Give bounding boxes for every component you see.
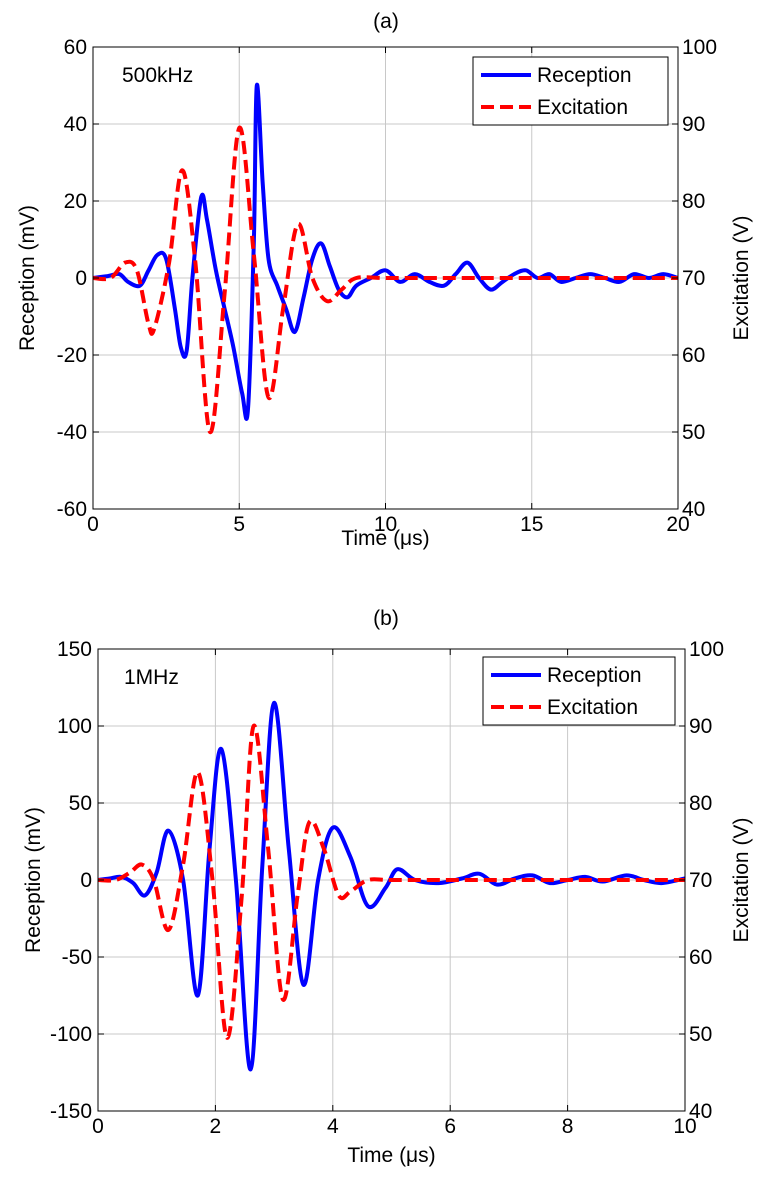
x-ticks: 0 5 10 15 20: [87, 47, 690, 536]
y2-tick-label: 40: [682, 498, 705, 521]
x-tick-label: 0: [87, 513, 99, 536]
legend: Reception Excitation: [482, 656, 676, 726]
x-tick-label: 5: [233, 513, 245, 536]
y2-tick-label: 70: [689, 869, 712, 892]
y-tick-label: -150: [50, 1100, 92, 1123]
x-tick-label: 0: [92, 1115, 104, 1138]
x-tick-label: 15: [520, 513, 543, 536]
y2-tick-label: 60: [682, 344, 705, 367]
y-axis-label: Reception (mV): [16, 205, 39, 351]
y2-tick-label: 100: [682, 36, 717, 59]
legend-box: [472, 56, 669, 126]
chart-panel-b: (b) 0 2 4 6 8 10 -150 -100 -50 0 50 100 150 40 50 60 7…: [22, 607, 753, 1167]
series-lines: [97, 700, 686, 1072]
y-tick-label: 150: [57, 638, 92, 661]
y2-ticks: 40 50 60 70 80 90 100: [672, 36, 717, 521]
y-tick-label: -60: [57, 498, 87, 521]
series-line-reception: [97, 700, 686, 1072]
y2-axis-label: Excitation (V): [730, 818, 753, 943]
y2-tick-label: 70: [682, 267, 705, 290]
y-ticks: -60 -40 -20 0 20 40 60: [57, 36, 99, 521]
chart-title: (a): [373, 10, 399, 33]
series-lines: [92, 82, 679, 435]
x-tick-label: 10: [673, 1115, 696, 1138]
x-axis-label: Time (μs): [341, 527, 429, 550]
x-tick-label: 4: [327, 1115, 339, 1138]
y-tick-label: -40: [57, 421, 87, 444]
legend-label-excitation: Excitation: [547, 696, 638, 719]
y2-tick-label: 50: [682, 421, 705, 444]
y-tick-label: -100: [50, 1023, 92, 1046]
y-tick-label: -20: [57, 344, 87, 367]
y2-axis-label: Excitation (V): [730, 216, 753, 341]
x-tick-label: 10: [374, 513, 397, 536]
series-line-excitation: [92, 125, 678, 435]
x-tick-label: 2: [210, 1115, 222, 1138]
y-tick-label: 40: [64, 113, 87, 136]
y-tick-label: 60: [64, 36, 87, 59]
x-tick-label: 6: [444, 1115, 456, 1138]
x-tick-label: 8: [562, 1115, 574, 1138]
legend-label-reception: Reception: [547, 664, 642, 687]
y-tick-label: 0: [80, 869, 92, 892]
y2-ticks: 40 50 60 70 80 90 100: [679, 638, 724, 1123]
frequency-annotation: 1MHz: [124, 666, 179, 689]
y2-tick-label: 80: [689, 792, 712, 815]
y-tick-label: -50: [62, 946, 92, 969]
y2-tick-label: 90: [682, 113, 705, 136]
y-tick-label: 0: [75, 267, 87, 290]
y2-tick-label: 40: [689, 1100, 712, 1123]
y-tick-label: 50: [69, 792, 92, 815]
y2-tick-label: 60: [689, 946, 712, 969]
y-axis-label: Reception (mV): [22, 807, 45, 953]
x-ticks: 0 2 4 6 8 10: [92, 649, 697, 1138]
legend-box: [482, 656, 676, 726]
legend: Reception Excitation: [472, 56, 669, 126]
y2-tick-label: 80: [682, 190, 705, 213]
chart-title: (b): [373, 607, 399, 630]
y-tick-label: 100: [57, 715, 92, 738]
legend-label-excitation: Excitation: [537, 96, 628, 119]
y-ticks: -150 -100 -50 0 50 100 150: [50, 638, 104, 1123]
series-line-excitation: [97, 723, 685, 1040]
y2-tick-label: 100: [689, 638, 724, 661]
x-tick-label: 20: [666, 513, 689, 536]
legend-label-reception: Reception: [537, 64, 632, 87]
y-tick-label: 20: [64, 190, 87, 213]
x-axis-label: Time (μs): [347, 1144, 435, 1167]
y2-tick-label: 50: [689, 1023, 712, 1046]
y2-tick-label: 90: [689, 715, 712, 738]
frequency-annotation: 500kHz: [122, 64, 193, 87]
